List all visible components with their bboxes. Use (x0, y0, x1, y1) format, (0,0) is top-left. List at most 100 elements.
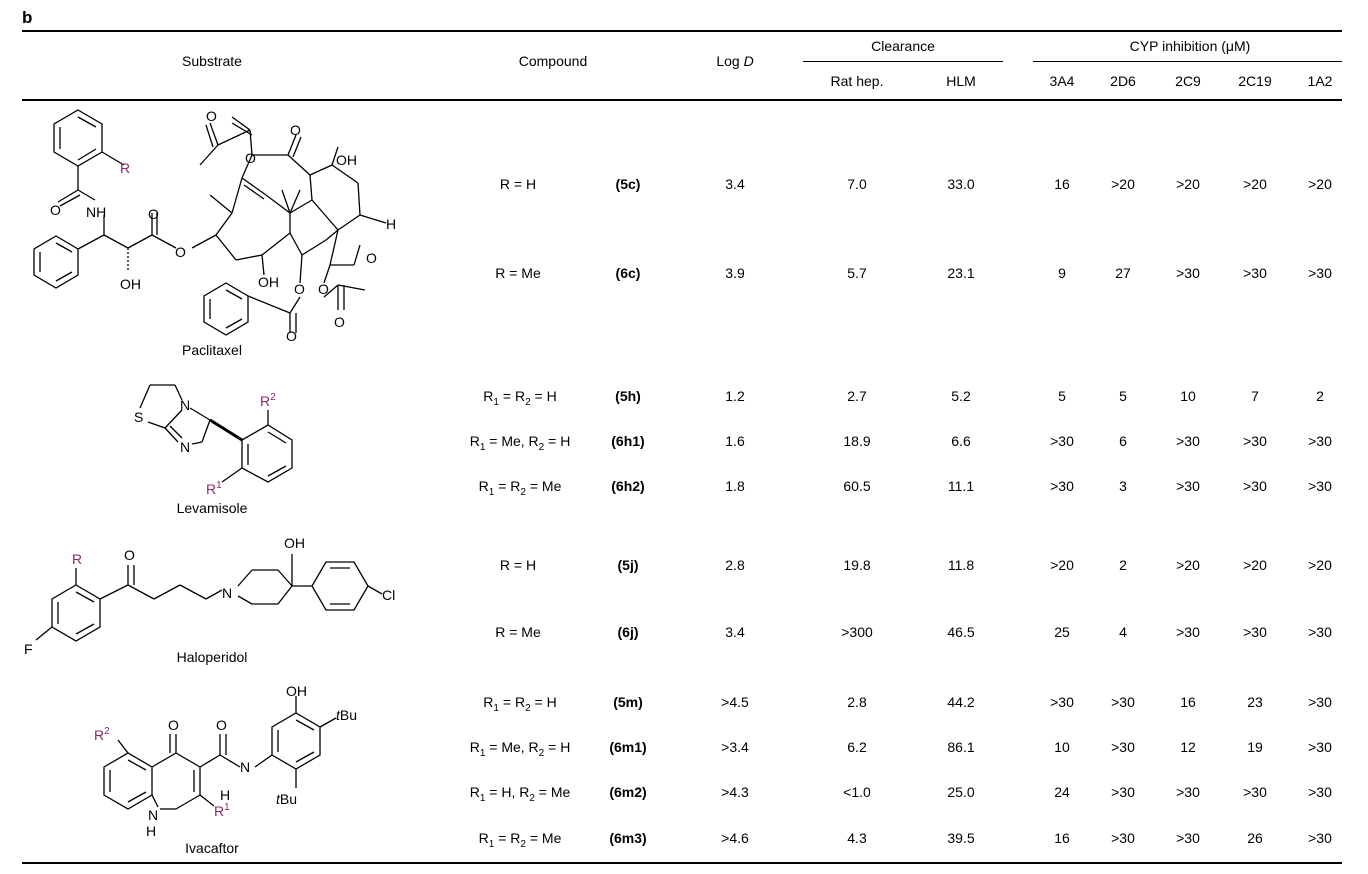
cyp-value: >30 (1176, 784, 1200, 800)
compound-id: (5h) (615, 388, 641, 404)
compound-id: (6c) (615, 265, 641, 281)
cyp-value: >20 (1176, 176, 1200, 192)
cyp-value: >30 (1308, 624, 1332, 640)
svg-text:tBu: tBu (276, 791, 297, 807)
hlm-value: 5.2 (951, 388, 971, 404)
svg-text:R2: R2 (94, 726, 110, 743)
rat-hep-value: 5.7 (847, 265, 867, 281)
hlm-value: 25.0 (947, 784, 975, 800)
condition: R = Me (495, 624, 541, 640)
paclitaxel-structure: R NH O O O OH OH O O O O O H OH O O O (33, 108, 396, 344)
logd-value: >4.6 (721, 830, 749, 846)
condition: R1 = R2 = Me (478, 830, 562, 850)
cyp-value: >20 (1308, 557, 1332, 573)
cyp-value: >30 (1050, 478, 1074, 494)
ivacaftor-structure: R2 O O N H N H R1 OH tBu tBu (94, 683, 357, 839)
cyp-value: 27 (1115, 265, 1131, 281)
substrate-name-ivacaftor: Ivacaftor (185, 840, 239, 856)
rat-hep-value: 60.5 (843, 478, 871, 494)
svg-text:S: S (134, 409, 143, 425)
header-compound: Compound (518, 53, 588, 69)
compound-id: (6h2) (611, 478, 645, 494)
cyp-value: 26 (1247, 830, 1263, 846)
condition: R1 = Me, R2 = H (469, 739, 571, 759)
svg-text:OH: OH (336, 152, 357, 168)
svg-text:R: R (120, 160, 130, 176)
svg-text:N: N (180, 439, 190, 455)
cyp-value: 2 (1119, 557, 1127, 573)
svg-text:Cl: Cl (382, 587, 395, 603)
condition: R = H (499, 176, 537, 192)
svg-text:OH: OH (286, 683, 307, 699)
levamisole-structure: S N N R2 R1 (134, 384, 293, 497)
cyp-value: >30 (1243, 433, 1267, 449)
cyp-value: >30 (1111, 694, 1135, 710)
substrate-name-haloperidol: Haloperidol (176, 649, 248, 665)
cyp-value: >20 (1176, 557, 1200, 573)
svg-text:O: O (124, 547, 135, 563)
svg-text:O: O (286, 328, 297, 344)
svg-text:OH: OH (120, 276, 141, 292)
svg-text:O: O (206, 108, 217, 124)
logd-value: 1.2 (725, 388, 745, 404)
cyp-value: 4 (1119, 624, 1127, 640)
header-cyp: CYP inhibition (μM) (1129, 38, 1251, 54)
hlm-value: 11.8 (947, 557, 975, 573)
svg-text:OH: OH (258, 274, 279, 290)
hlm-value: 6.6 (951, 433, 971, 449)
cyp-value: 10 (1180, 388, 1196, 404)
header-substrate: Substrate (182, 53, 242, 69)
header-clearance: Clearance (871, 38, 935, 54)
header-rat-hep: Rat hep. (830, 73, 884, 89)
svg-text:R1: R1 (214, 802, 230, 819)
header-cyp-col: 2D6 (1110, 73, 1136, 89)
haloperidol-structure: R O N OH Cl F (24, 535, 395, 657)
rat-hep-value: 2.8 (847, 694, 867, 710)
header-logd: Log D (716, 53, 754, 69)
cyp-value: >30 (1308, 694, 1332, 710)
compound-id: (5c) (615, 176, 641, 192)
condition: R1 = R2 = Me (478, 478, 562, 498)
header-cyp-col: 2C9 (1175, 73, 1201, 89)
header-cyp-col: 1A2 (1307, 73, 1333, 89)
compound-id: (5m) (613, 694, 643, 710)
header-cyp-col: 3A4 (1049, 73, 1075, 89)
cyp-value: 5 (1119, 388, 1127, 404)
cyp-value: >30 (1111, 830, 1135, 846)
cyp-value: >30 (1176, 433, 1200, 449)
logd-value: >4.5 (721, 694, 749, 710)
cyp-value: >30 (1176, 265, 1200, 281)
cyp-value: >30 (1243, 624, 1267, 640)
rat-hep-value: 19.8 (843, 557, 871, 573)
cyp-value: 24 (1054, 784, 1070, 800)
cyp-value: 19 (1247, 739, 1263, 755)
cyp-value: 5 (1058, 388, 1066, 404)
cyp-value: 23 (1247, 694, 1263, 710)
svg-text:O: O (245, 150, 256, 166)
compound-id: (5j) (617, 557, 639, 573)
hlm-value: 39.5 (947, 830, 975, 846)
svg-text:O: O (216, 717, 227, 733)
cyp-value: >30 (1050, 694, 1074, 710)
logd-value: 1.8 (725, 478, 745, 494)
compound-id: (6m2) (609, 784, 647, 800)
svg-text:H: H (146, 823, 156, 839)
panel-label: b (22, 8, 33, 27)
rat-hep-value: 7.0 (847, 176, 867, 192)
hlm-value: 33.0 (947, 176, 975, 192)
cyp-value: >30 (1308, 784, 1332, 800)
svg-text:O: O (334, 314, 345, 330)
condition: R1 = H, R2 = Me (469, 784, 571, 804)
substrate-name-levamisole: Levamisole (176, 500, 248, 516)
header-rule (22, 99, 1342, 101)
header-cyp-col: 2C19 (1238, 73, 1272, 89)
logd-value: >4.3 (721, 784, 749, 800)
cyp-value: >30 (1050, 433, 1074, 449)
cyp-value: >20 (1308, 176, 1332, 192)
cyp-value: >30 (1176, 478, 1200, 494)
svg-text:N: N (148, 807, 158, 823)
rat-hep-value: 6.2 (847, 739, 867, 755)
cyp-value: 3 (1119, 478, 1127, 494)
rat-hep-value: 18.9 (843, 433, 871, 449)
cyp-value: 12 (1180, 739, 1196, 755)
